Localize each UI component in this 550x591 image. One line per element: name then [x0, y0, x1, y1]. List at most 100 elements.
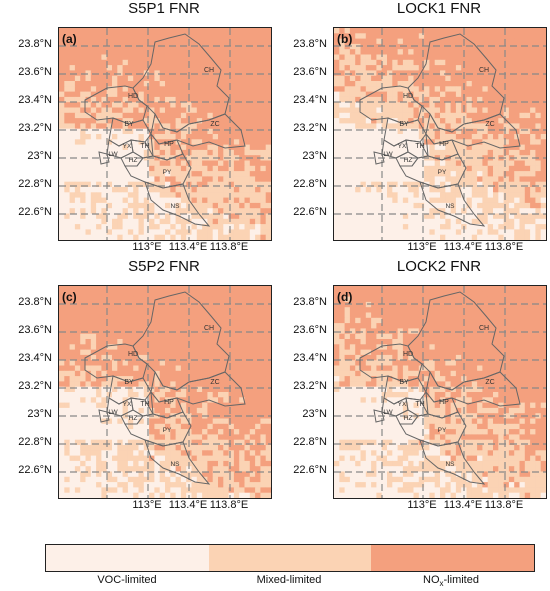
fnr-cell — [175, 466, 182, 472]
fnr-cell — [223, 234, 229, 240]
fnr-cell — [249, 344, 256, 350]
fnr-cell — [493, 155, 499, 161]
fnr-cell — [106, 43, 113, 50]
fnr-cell — [233, 86, 240, 92]
fnr-cell — [239, 434, 245, 441]
fnr-cell — [255, 96, 261, 103]
fnr-cell — [223, 81, 229, 87]
fnr-cell — [429, 86, 436, 92]
fnr-cell — [196, 392, 203, 398]
fnr-cell — [202, 317, 208, 324]
fnr-cell — [138, 307, 145, 313]
fnr-cell — [434, 202, 441, 209]
fnr-cell — [228, 423, 235, 430]
fnr-cell — [334, 38, 340, 45]
fnr-cell — [101, 134, 108, 140]
fnr-cell — [207, 171, 214, 177]
fnr-cell — [59, 439, 65, 446]
fnr-cell — [228, 307, 235, 313]
fnr-cell — [96, 466, 102, 472]
fnr-cell — [365, 128, 372, 135]
fnr-cell — [265, 349, 271, 356]
fnr-cell — [196, 65, 203, 71]
district-label: YX — [123, 401, 132, 408]
fnr-cell — [524, 70, 531, 77]
fnr-cell — [74, 107, 81, 114]
fnr-cell — [508, 112, 515, 119]
fnr-cell — [207, 43, 214, 50]
fnr-cell — [535, 59, 542, 66]
fnr-cell — [514, 197, 520, 204]
fnr-cell — [96, 386, 102, 393]
fnr-cell — [191, 291, 198, 297]
fnr-cell — [514, 155, 520, 161]
fnr-cell — [223, 65, 229, 71]
fnr-cell — [133, 471, 139, 478]
fnr-cell — [349, 118, 356, 124]
fnr-cell — [239, 118, 245, 124]
fnr-cell — [117, 139, 123, 145]
fnr-cell — [239, 317, 245, 324]
fnr-cell — [424, 118, 430, 124]
fnr-cell — [540, 139, 546, 145]
district-label: HZ — [129, 157, 138, 164]
district-label: ZC — [210, 379, 219, 386]
fnr-cell — [429, 208, 436, 214]
fnr-cell — [69, 339, 76, 345]
fnr-cell — [212, 86, 219, 92]
fnr-cell — [413, 49, 420, 55]
fnr-cell — [159, 165, 166, 172]
fnr-cell — [159, 386, 166, 393]
fnr-cell — [96, 139, 102, 145]
fnr-cell — [503, 91, 510, 98]
fnr-cell — [85, 176, 92, 183]
fnr-cell — [228, 102, 235, 108]
fnr-cell — [170, 218, 176, 225]
fnr-cell — [482, 160, 489, 167]
fnr-cell — [249, 70, 256, 77]
fnr-cell — [90, 144, 97, 151]
fnr-cell — [233, 339, 240, 345]
fnr-cell — [218, 213, 224, 220]
fnr-cell — [365, 218, 372, 225]
fnr-cell — [233, 344, 240, 350]
fnr-cell — [365, 107, 372, 114]
fnr-cell — [154, 402, 161, 409]
fnr-cell — [233, 386, 240, 393]
fnr-cell — [519, 33, 526, 39]
fnr-cell — [85, 349, 92, 356]
fnr-cell — [117, 202, 123, 209]
panel-title: S5P2 FNR — [128, 258, 200, 275]
fnr-cell — [101, 213, 108, 220]
fnr-cell — [59, 323, 65, 329]
fnr-cell — [207, 407, 214, 414]
fnr-cell — [218, 81, 224, 87]
fnr-cell — [218, 59, 224, 66]
fnr-cell — [74, 381, 81, 388]
fnr-cell — [175, 487, 182, 494]
fnr-cell — [239, 81, 245, 87]
fnr-cell — [360, 123, 367, 130]
fnr-cell — [106, 291, 113, 297]
fnr-cell — [96, 86, 102, 92]
fnr-cell — [106, 397, 113, 403]
fnr-cell — [445, 59, 451, 66]
district-boundary — [144, 439, 211, 485]
fnr-cell — [471, 176, 478, 183]
fnr-cell — [503, 286, 510, 292]
fnr-cell — [376, 107, 383, 114]
fnr-cell — [138, 402, 145, 409]
fnr-cell — [255, 402, 261, 409]
fnr-cell — [127, 86, 134, 92]
fnr-cell — [244, 234, 251, 240]
fnr-cell — [365, 213, 372, 220]
fnr-cell — [74, 460, 81, 467]
fnr-cell — [349, 218, 356, 225]
fnr-cell — [355, 134, 361, 140]
fnr-cell — [196, 181, 203, 188]
fnr-cell — [360, 107, 367, 114]
fnr-cell — [85, 171, 92, 177]
fnr-cell — [59, 386, 65, 393]
fnr-cell — [540, 176, 546, 183]
fnr-cell — [180, 455, 187, 462]
